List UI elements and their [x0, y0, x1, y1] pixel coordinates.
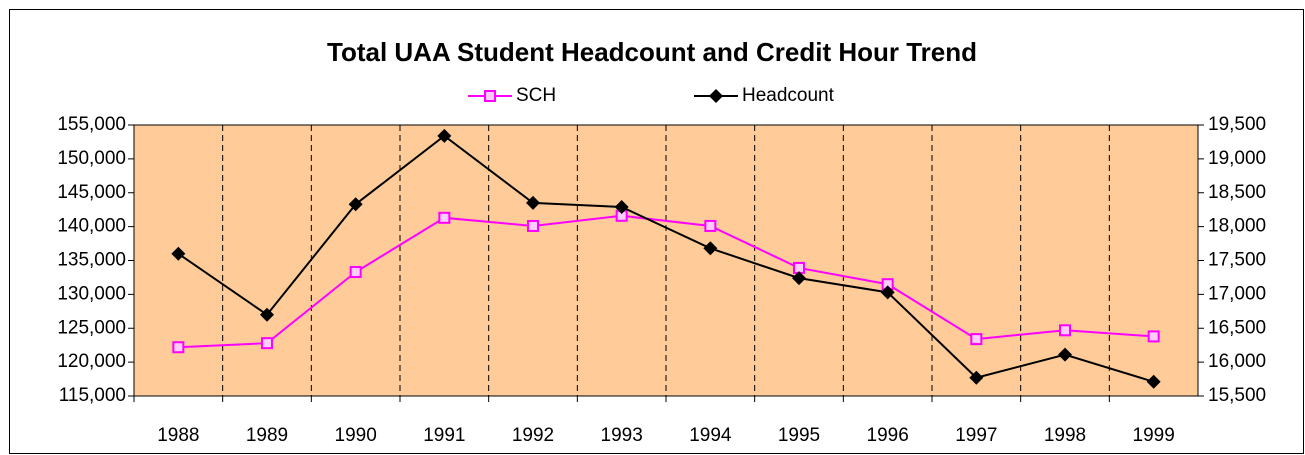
data-point	[1147, 330, 1160, 343]
x-tick-label: 1993	[601, 425, 643, 446]
x-tick-label: 1991	[423, 425, 465, 446]
x-tick-label: 1995	[778, 425, 820, 446]
legend-label: SCH	[516, 85, 556, 106]
x-tick-label: 1996	[867, 425, 909, 446]
chart-title: Total UAA Student Headcount and Credit H…	[327, 37, 977, 67]
data-point	[171, 246, 186, 261]
y-tick-label: 120,000	[57, 351, 126, 372]
y-tick-label: 145,000	[57, 182, 126, 203]
y2-tick-label: 17,000	[1208, 283, 1266, 304]
data-point	[1058, 347, 1072, 362]
data-point	[1146, 374, 1161, 389]
y-tick-label: 130,000	[57, 283, 126, 304]
legend-marker	[484, 90, 496, 102]
y2-tick-label: 16,500	[1208, 317, 1266, 338]
data-point	[437, 128, 452, 143]
data-point	[1059, 324, 1071, 337]
data-point	[527, 219, 539, 232]
data-point	[438, 211, 451, 224]
y-tick-label: 150,000	[57, 148, 126, 169]
y2-tick-label: 19,000	[1208, 148, 1266, 169]
data-point	[614, 199, 629, 214]
data-point	[880, 285, 895, 300]
y-tick-label: 135,000	[57, 250, 126, 271]
data-point	[172, 341, 185, 354]
x-tick-label: 1989	[246, 425, 288, 446]
x-tick-label: 1998	[1044, 425, 1086, 446]
data-point	[261, 337, 273, 350]
data-point	[260, 307, 274, 322]
data-point	[970, 333, 983, 346]
x-tick-label: 1992	[512, 425, 554, 446]
y2-tick-label: 19,500	[1208, 114, 1266, 135]
y2-tick-label: 18,500	[1208, 182, 1266, 203]
y-tick-label: 155,000	[57, 114, 126, 135]
series-line	[178, 214, 1154, 349]
data-point	[704, 219, 717, 232]
x-tick-label: 1999	[1133, 425, 1175, 446]
y2-tick-label: 15,500	[1208, 385, 1266, 406]
x-tick-label: 1994	[689, 425, 732, 446]
y2-tick-label: 18,000	[1208, 216, 1266, 237]
data-point	[969, 370, 984, 385]
data-point	[349, 266, 362, 279]
data-point	[792, 271, 806, 286]
data-point	[348, 197, 363, 212]
data-point	[703, 241, 718, 256]
x-tick-label: 1990	[335, 425, 377, 446]
x-tick-label: 1988	[157, 425, 199, 446]
legend-marker	[709, 89, 723, 103]
y2-tick-label: 16,000	[1208, 351, 1266, 372]
y2-tick-label: 17,500	[1208, 250, 1266, 271]
series-line	[177, 134, 1154, 383]
y-tick-label: 140,000	[57, 216, 126, 237]
x-tick-label: 1997	[955, 425, 997, 446]
data-point	[526, 195, 540, 210]
y-tick-label: 115,000	[59, 385, 126, 406]
y-tick-label: 125,000	[57, 317, 126, 338]
legend-label: Headcount	[742, 85, 835, 106]
